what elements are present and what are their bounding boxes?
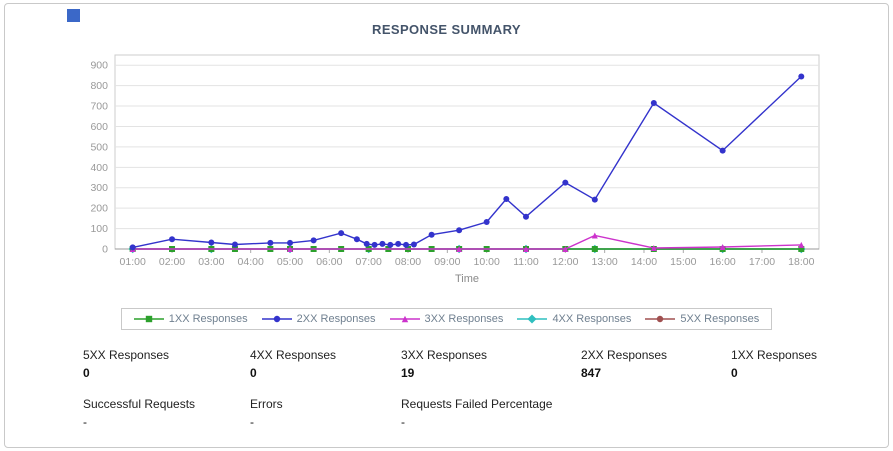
svg-text:16:00: 16:00 bbox=[709, 256, 735, 268]
response-summary-chart: 0 100 200 300 400 500 600 700 800 900 01:00 02:00 03… bbox=[67, 43, 827, 298]
svg-text:500: 500 bbox=[90, 141, 108, 153]
svg-text:900: 900 bbox=[90, 60, 108, 72]
stat-value: 0 bbox=[250, 366, 257, 380]
blue-square-icon bbox=[67, 9, 80, 22]
stat-label: Requests Failed Percentage bbox=[401, 397, 553, 411]
svg-text:04:00: 04:00 bbox=[237, 256, 263, 268]
svg-text:02:00: 02:00 bbox=[158, 256, 184, 268]
stats-row-2: Successful Requests - Errors - Requests Fail… bbox=[83, 397, 888, 429]
legend-label: 1XX Responses bbox=[168, 313, 248, 325]
stat-3xx-responses: 3XX Responses 19 bbox=[401, 348, 581, 380]
stat-label: 4XX Responses bbox=[250, 348, 337, 362]
svg-text:15:00: 15:00 bbox=[670, 256, 696, 268]
stat-4xx-responses: 4XX Responses 0 bbox=[250, 348, 401, 380]
stat-1xx-responses: 1XX Responses 0 bbox=[731, 348, 888, 380]
stats-row-1: 5XX Responses 0 4XX Responses 0 3XX Response… bbox=[83, 348, 888, 380]
legend-item-5xx-responses[interactable]: 5XX Responses bbox=[645, 313, 759, 325]
legend-item-2xx-responses[interactable]: 2XX Responses bbox=[261, 313, 376, 325]
svg-text:08:00: 08:00 bbox=[394, 256, 420, 268]
svg-text:300: 300 bbox=[90, 182, 108, 194]
svg-text:10:00: 10:00 bbox=[473, 256, 499, 268]
stat-requests-failed-percentage: Requests Failed Percentage - bbox=[401, 397, 581, 429]
chart-legend: 1XX Responses 2XX Responses 3XX Responses 4… bbox=[120, 308, 773, 330]
svg-text:05:00: 05:00 bbox=[276, 256, 302, 268]
stat-label: 1XX Responses bbox=[731, 348, 818, 362]
stat-value: 847 bbox=[581, 366, 602, 380]
svg-text:14:00: 14:00 bbox=[630, 256, 656, 268]
legend-marker-icon bbox=[133, 315, 164, 323]
legend-label: 5XX Responses bbox=[680, 313, 760, 325]
stat-label: Errors bbox=[250, 397, 283, 411]
svg-text:600: 600 bbox=[90, 121, 108, 133]
stat-label: Successful Requests bbox=[83, 397, 196, 411]
stat-value: - bbox=[250, 415, 254, 429]
response-summary-card: RESPONSE SUMMARY 0 100 200 300 400 500 600 700 8… bbox=[4, 3, 889, 448]
svg-text:Time: Time bbox=[454, 273, 478, 285]
svg-text:12:00: 12:00 bbox=[552, 256, 578, 268]
stat-2xx-responses: 2XX Responses 847 bbox=[581, 348, 731, 380]
stat-successful-requests: Successful Requests - bbox=[83, 397, 250, 429]
stat-errors: Errors - bbox=[250, 397, 401, 429]
legend-item-1xx-responses[interactable]: 1XX Responses bbox=[133, 313, 248, 325]
svg-text:700: 700 bbox=[90, 101, 108, 113]
stats-section: 5XX Responses 0 4XX Responses 0 3XX Response… bbox=[5, 348, 888, 429]
legend-marker-icon bbox=[261, 315, 292, 323]
svg-text:800: 800 bbox=[90, 80, 108, 92]
legend-label: 4XX Responses bbox=[552, 313, 632, 325]
stat-value: 0 bbox=[83, 366, 90, 380]
svg-text:01:00: 01:00 bbox=[119, 256, 145, 268]
svg-text:400: 400 bbox=[90, 162, 108, 174]
svg-text:07:00: 07:00 bbox=[355, 256, 381, 268]
stat-label: 3XX Responses bbox=[401, 348, 488, 362]
stat-label: 5XX Responses bbox=[83, 348, 170, 362]
legend-label: 2XX Responses bbox=[296, 313, 376, 325]
svg-text:200: 200 bbox=[90, 203, 108, 215]
stat-value: - bbox=[401, 415, 405, 429]
page-title: RESPONSE SUMMARY bbox=[372, 22, 521, 37]
legend-item-4xx-responses[interactable]: 4XX Responses bbox=[517, 313, 631, 325]
legend-marker-icon bbox=[389, 315, 420, 323]
stat-label: 2XX Responses bbox=[581, 348, 668, 362]
stat-value: 19 bbox=[401, 366, 415, 380]
stat-5xx-responses: 5XX Responses 0 bbox=[83, 348, 250, 380]
svg-text:100: 100 bbox=[90, 223, 108, 235]
legend-marker-icon bbox=[645, 315, 676, 323]
svg-text:13:00: 13:00 bbox=[591, 256, 617, 268]
svg-text:03:00: 03:00 bbox=[198, 256, 224, 268]
stat-value: 0 bbox=[731, 366, 738, 380]
legend-item-3xx-responses[interactable]: 3XX Responses bbox=[389, 313, 504, 325]
svg-text:18:00: 18:00 bbox=[788, 256, 814, 268]
line-chart: 0 100 200 300 400 500 600 700 800 900 01:00 02:00 03… bbox=[90, 54, 819, 285]
legend-marker-icon bbox=[517, 314, 548, 324]
svg-text:11:00: 11:00 bbox=[513, 256, 539, 268]
legend-label: 3XX Responses bbox=[424, 313, 504, 325]
stat-value: - bbox=[83, 415, 87, 429]
svg-text:06:00: 06:00 bbox=[316, 256, 342, 268]
svg-text:09:00: 09:00 bbox=[434, 256, 460, 268]
svg-text:17:00: 17:00 bbox=[748, 256, 774, 268]
svg-text:0: 0 bbox=[102, 244, 108, 256]
